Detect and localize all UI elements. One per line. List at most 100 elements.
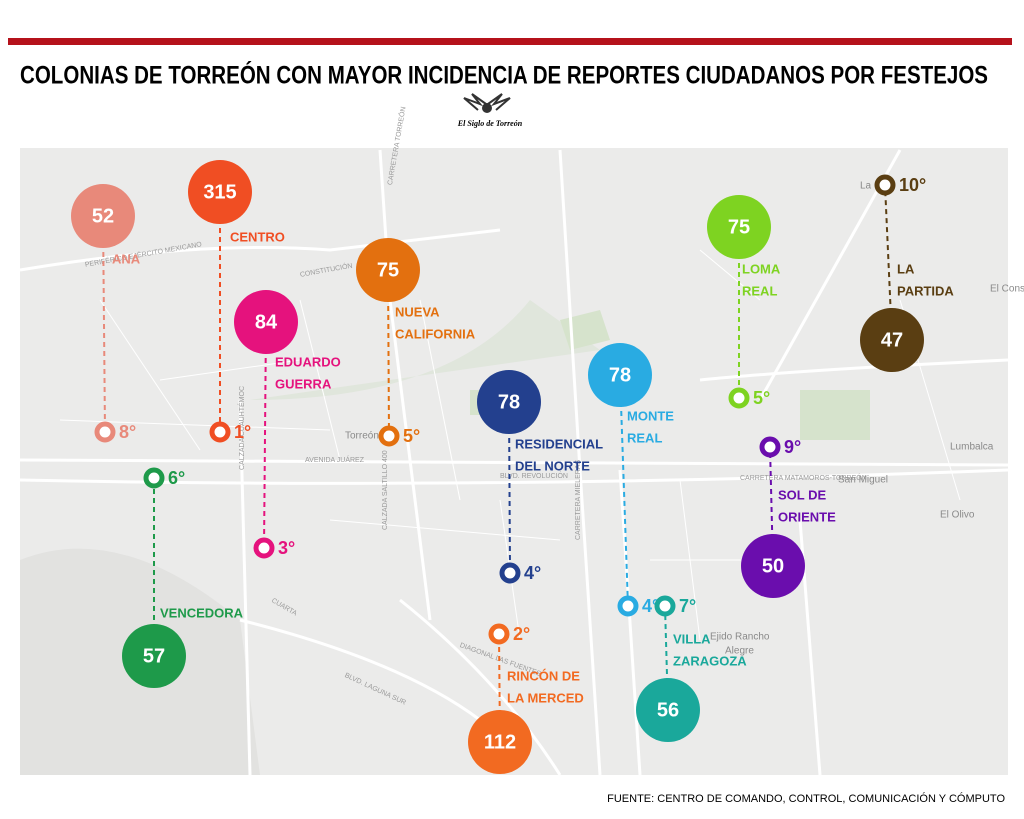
colonia-name: VENCEDORA [160, 605, 244, 620]
connector [619, 374, 629, 607]
bubble [860, 308, 924, 372]
colonia-name: CALIFORNIA [395, 326, 476, 341]
bubble [356, 238, 420, 302]
map-label: El Olivo [940, 510, 975, 521]
map-label: AVENIDA JUÁREZ [305, 455, 365, 464]
map [19, 148, 1009, 776]
bubble-value: 78 [498, 391, 520, 413]
map-label: Torreón [345, 431, 379, 442]
colonia: 52 ANA 8° [71, 184, 141, 443]
connector [102, 215, 106, 433]
connector [263, 321, 267, 549]
logo-text: El Siglo de Torreón [457, 119, 523, 128]
colonia: 50 SOL DE ORIENTE 9° [741, 436, 836, 598]
colonia: 78 RESIDENCIAL DEL NORTE 4° [477, 370, 603, 584]
bubble-value: 50 [762, 555, 784, 577]
bubble [707, 195, 771, 259]
pin [759, 436, 781, 458]
rank: 8° [119, 422, 136, 442]
colonia: 112 RINCÓN DE LA MERCED 2° [468, 623, 584, 774]
colonia: 78 MONTE REAL 4° [588, 343, 674, 617]
colonia-name: VILLA [673, 631, 711, 646]
colonia-name: CENTRO [230, 229, 285, 244]
colonia-name: ORIENTE [778, 509, 836, 524]
map-label: CARRETERA MIELERAS [575, 460, 582, 540]
rank: 4° [524, 563, 541, 583]
map-label: Lumbalca [950, 442, 994, 453]
rank: 6° [168, 468, 185, 488]
colonia: 75 LOMA REAL 5° [707, 195, 781, 409]
pin [654, 595, 676, 617]
map-label: Ejido Rancho [710, 632, 770, 643]
colonia-name: LA MERCED [507, 690, 584, 705]
map-label: CALZADA CUAUHTÉMOC [237, 386, 246, 470]
pin [617, 595, 639, 617]
colonia-name: EDUARDO [275, 354, 341, 369]
rank: 10° [899, 175, 926, 195]
map-label: CARRETERA MATAMOROS-TORREÓN [740, 473, 867, 482]
rank: 7° [679, 596, 696, 616]
rank: 5° [403, 426, 420, 446]
bubble-value: 84 [255, 311, 278, 333]
colonia: 47 LA PARTIDA 10° [860, 174, 954, 372]
colonia-name: LA [897, 261, 915, 276]
colonia-name: REAL [742, 283, 777, 298]
logo: El Siglo de Torreón [457, 93, 523, 128]
rank: 1° [234, 422, 251, 442]
bubble [71, 184, 135, 248]
pin [143, 467, 165, 489]
colonia: 57 VENCEDORA 6° [122, 467, 244, 688]
map-label: La [860, 181, 872, 192]
colonia-name: LOMA [742, 261, 781, 276]
bubble-value: 75 [377, 259, 399, 281]
pin [253, 537, 275, 559]
bubble-value: 57 [143, 645, 165, 667]
colonia-name: PARTIDA [897, 283, 954, 298]
bubble-value: 47 [881, 329, 903, 351]
bubble [741, 534, 805, 598]
pin [378, 425, 400, 447]
colonia-name: GUERRA [275, 376, 332, 391]
map-label: San Miguel [838, 475, 888, 486]
pin [874, 174, 896, 196]
bubble-value: 112 [484, 731, 516, 753]
colonia-name: NUEVA [395, 304, 440, 319]
map-label: El Cons [990, 284, 1024, 295]
rank: 3° [278, 538, 295, 558]
bubble [468, 710, 532, 774]
pin [728, 387, 750, 409]
rank: 9° [784, 437, 801, 457]
bubble-value: 78 [609, 364, 631, 386]
map-label: CALZADA SALTILLO 400 [382, 450, 389, 530]
bubble [636, 678, 700, 742]
colonia-name: RINCÓN DE [507, 668, 580, 683]
bubble-value: 56 [657, 699, 679, 721]
colonia: 84 EDUARDO GUERRA 3° [234, 290, 341, 559]
pin [94, 421, 116, 443]
colonia-name: DEL NORTE [515, 458, 590, 473]
colonia-name: RESIDENCIAL [515, 436, 603, 451]
top-bar [8, 38, 1012, 45]
colonia-name: ZARAGOZA [673, 653, 747, 668]
bubble [234, 290, 298, 354]
connector [884, 184, 893, 341]
bubble-value: 75 [728, 216, 750, 238]
pin [499, 562, 521, 584]
pin [488, 623, 510, 645]
colonia: 75 NUEVA CALIFORNIA 5° [356, 238, 476, 447]
bubble-value: 315 [203, 181, 236, 203]
colonia-name: SOL DE [778, 487, 826, 502]
rank: 2° [513, 624, 530, 644]
rank: 4° [642, 596, 659, 616]
pin [209, 421, 231, 443]
bubble [588, 343, 652, 407]
colonia-name: ANA [112, 251, 141, 266]
map-label: Alegre [725, 646, 754, 657]
bubble [188, 160, 252, 224]
bubble [477, 370, 541, 434]
colonia-name: REAL [627, 430, 662, 445]
rank: 5° [753, 388, 770, 408]
bubble [122, 624, 186, 688]
bubble-value: 52 [92, 205, 114, 227]
